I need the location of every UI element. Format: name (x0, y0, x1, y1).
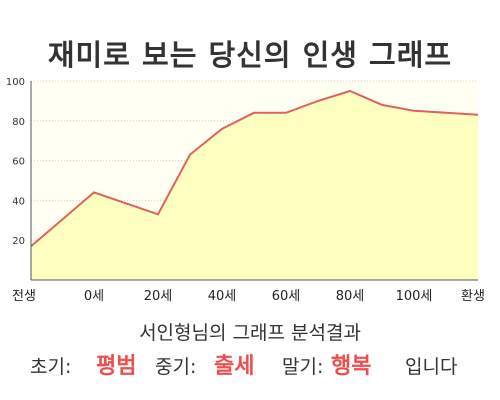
early-value: 평범 (96, 354, 137, 379)
analysis-result: 초기: 평범 중기: 출세 말기: 행복 입니다 (0, 344, 500, 384)
y-tick-label: 80 (12, 117, 25, 128)
chart-title: 재미로 보는 당신의 인생 그래프 (47, 38, 453, 72)
axes (30, 81, 478, 281)
early-label: 초기: (30, 356, 72, 378)
series-line (30, 89, 479, 247)
x-tick-label: 전생 (12, 289, 36, 304)
x-tick-label: 0세 (84, 289, 104, 304)
life-graph-chart: 20 40 60 80 100 전생 0세 20세 40세 60세 80세 100세 환생 (6, 77, 485, 304)
late-label: 말기: (282, 356, 324, 378)
y-tick-label: 60 (12, 157, 25, 168)
x-tick-label: 환생 (461, 289, 485, 304)
y-tick-label: 40 (12, 196, 25, 207)
middle-label: 중기: (155, 356, 197, 378)
middle-value: 출세 (214, 354, 255, 379)
x-tick-label: 80세 (336, 289, 365, 304)
x-tick-label: 40세 (208, 289, 237, 304)
x-axis-ticks: 전생 0세 20세 40세 60세 80세 100세 환생 (12, 289, 485, 304)
y-axis-ticks: 20 40 60 80 100 (6, 77, 25, 247)
y-tick-label: 20 (12, 236, 25, 247)
late-value: 행복 (331, 354, 372, 379)
y-tick-label: 100 (6, 77, 25, 88)
x-tick-label: 60세 (272, 289, 301, 304)
x-tick-label: 100세 (396, 289, 433, 304)
area-fill (31, 91, 478, 280)
ending-text: 입니다 (405, 356, 458, 378)
analysis-caption: 서인형님의 그래프 분석결과 (139, 322, 361, 344)
x-tick-label: 20세 (144, 289, 173, 304)
